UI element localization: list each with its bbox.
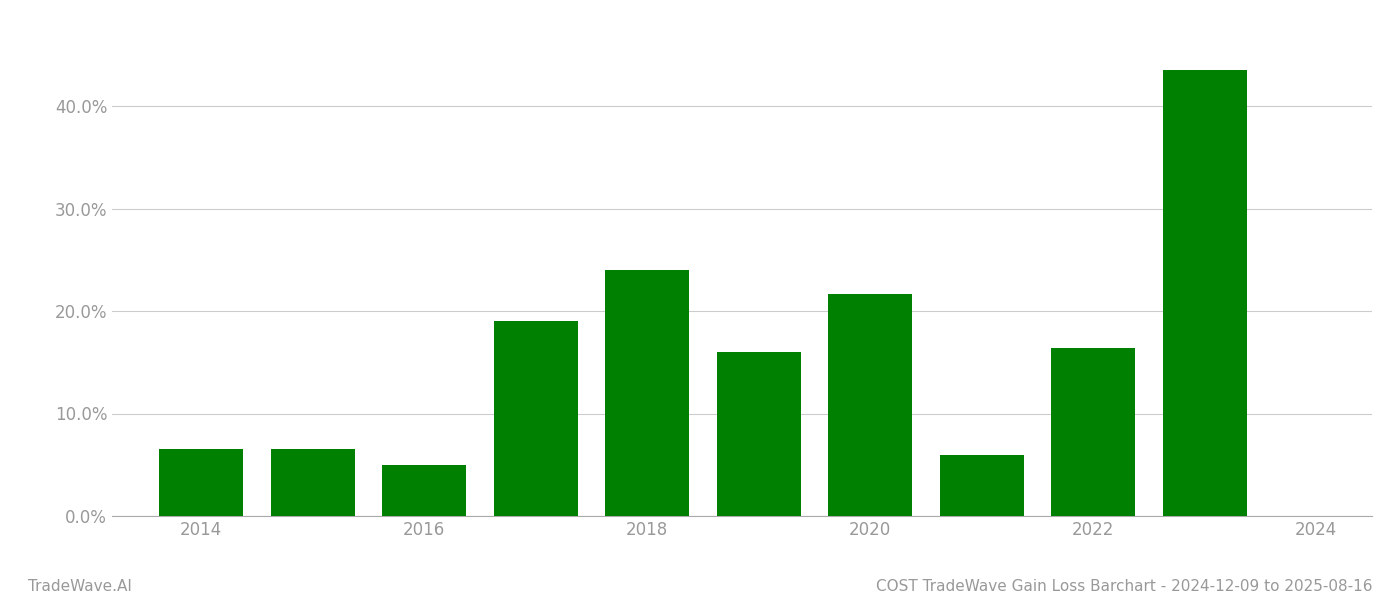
Bar bbox=[382, 465, 466, 516]
Bar bbox=[717, 352, 801, 516]
Bar bbox=[1163, 70, 1246, 516]
Bar bbox=[939, 455, 1023, 516]
Bar bbox=[829, 293, 911, 516]
Bar bbox=[160, 449, 244, 516]
Bar bbox=[605, 270, 689, 516]
Text: COST TradeWave Gain Loss Barchart - 2024-12-09 to 2025-08-16: COST TradeWave Gain Loss Barchart - 2024… bbox=[875, 579, 1372, 594]
Text: TradeWave.AI: TradeWave.AI bbox=[28, 579, 132, 594]
Bar bbox=[1051, 348, 1135, 516]
Bar bbox=[270, 449, 354, 516]
Bar bbox=[494, 321, 578, 516]
